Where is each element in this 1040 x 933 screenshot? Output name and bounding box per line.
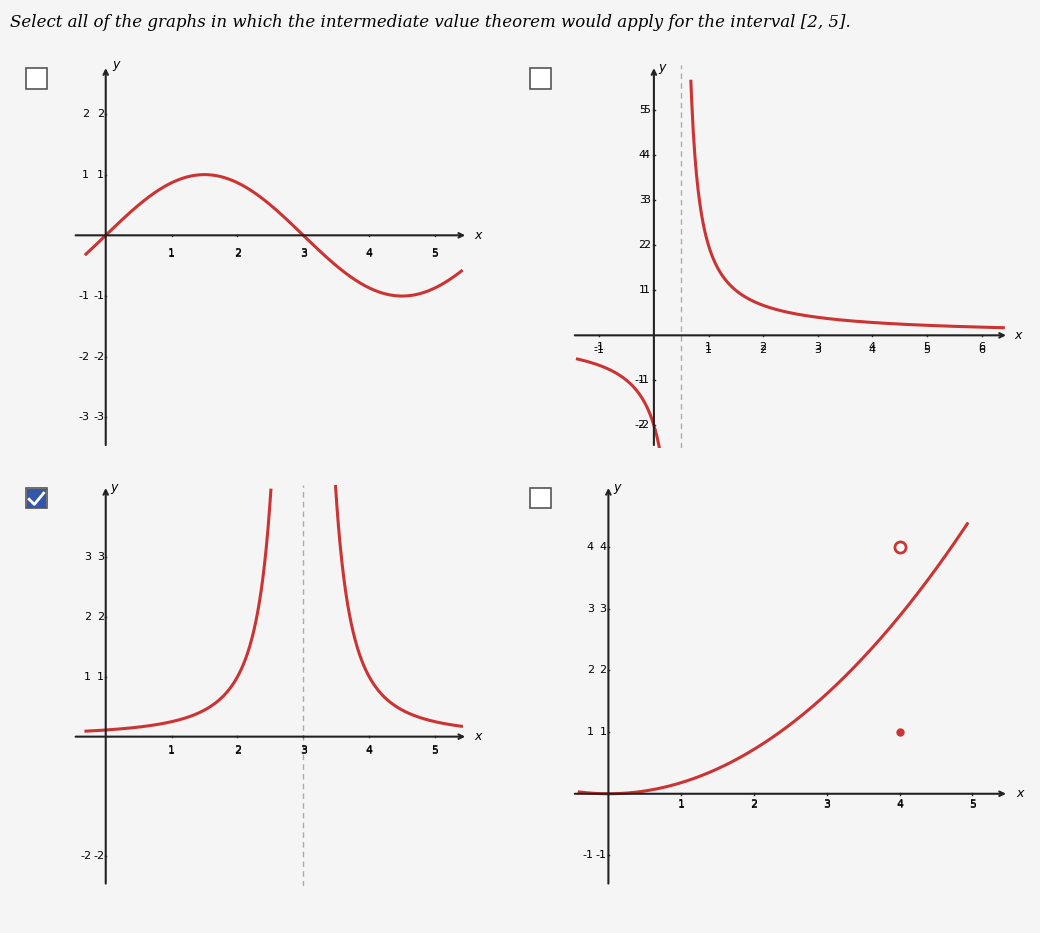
Text: 5: 5 — [432, 745, 439, 756]
Text: 2: 2 — [84, 612, 92, 622]
Text: x: x — [474, 731, 482, 744]
Text: 4: 4 — [366, 745, 372, 755]
Text: Select all of the graphs in which the intermediate value theorem would apply for: Select all of the graphs in which the in… — [10, 14, 851, 31]
Text: -1: -1 — [78, 291, 89, 301]
Text: 3: 3 — [587, 604, 594, 614]
Text: 5: 5 — [969, 800, 976, 809]
Text: 2: 2 — [643, 241, 650, 250]
Text: 3: 3 — [600, 604, 606, 614]
Text: 4: 4 — [366, 249, 372, 258]
Text: 2: 2 — [234, 745, 241, 756]
Text: 5: 5 — [432, 249, 439, 258]
Text: 2: 2 — [751, 800, 757, 810]
Text: 1: 1 — [587, 727, 594, 737]
Text: 1: 1 — [168, 249, 175, 258]
Text: 1: 1 — [168, 248, 175, 258]
Text: 6: 6 — [978, 342, 985, 352]
Text: 5: 5 — [432, 745, 439, 755]
Text: 4: 4 — [643, 150, 650, 160]
Text: 4: 4 — [868, 342, 876, 352]
Text: 3: 3 — [639, 195, 646, 205]
Text: 1: 1 — [639, 285, 646, 296]
Text: 4: 4 — [366, 248, 372, 258]
Text: -3: -3 — [78, 412, 89, 423]
Text: 5: 5 — [924, 345, 931, 355]
Text: -2: -2 — [634, 421, 646, 430]
Text: -1: -1 — [582, 851, 594, 860]
Text: -3: -3 — [94, 412, 104, 423]
Text: 1: 1 — [643, 285, 650, 296]
Text: 1: 1 — [97, 170, 104, 180]
Text: 5: 5 — [432, 248, 439, 258]
Text: -2: -2 — [93, 352, 104, 362]
Text: 2: 2 — [97, 612, 104, 622]
Text: x: x — [474, 229, 482, 242]
Text: x: x — [1014, 328, 1021, 341]
Text: 1: 1 — [168, 745, 175, 755]
Text: 5: 5 — [643, 105, 650, 116]
Text: 3: 3 — [300, 248, 307, 258]
Text: 4: 4 — [599, 542, 606, 552]
Text: -1: -1 — [94, 291, 104, 301]
Text: 3: 3 — [643, 195, 650, 205]
Text: 3: 3 — [824, 800, 830, 809]
Text: y: y — [614, 481, 621, 494]
Text: 5: 5 — [969, 800, 976, 810]
Text: 2: 2 — [97, 109, 104, 118]
Text: 6: 6 — [978, 345, 985, 355]
Text: 3: 3 — [824, 800, 830, 810]
Text: -2: -2 — [639, 421, 650, 430]
Text: 3: 3 — [84, 552, 92, 562]
Text: 2: 2 — [234, 248, 241, 258]
Text: -1: -1 — [596, 851, 606, 860]
Text: 4: 4 — [868, 345, 876, 355]
Text: -2: -2 — [80, 852, 92, 861]
Text: y: y — [110, 481, 118, 494]
Text: 4: 4 — [896, 800, 903, 810]
Text: 2: 2 — [587, 665, 594, 675]
Text: 1: 1 — [168, 745, 175, 756]
Text: 4: 4 — [896, 800, 903, 809]
Text: 1: 1 — [600, 727, 606, 737]
Text: 5: 5 — [924, 342, 931, 352]
Text: 1: 1 — [678, 800, 684, 810]
Text: 2: 2 — [759, 345, 766, 355]
Text: 2: 2 — [751, 800, 757, 809]
Text: -1: -1 — [594, 342, 605, 352]
Text: -1: -1 — [634, 375, 646, 385]
Text: 3: 3 — [300, 745, 307, 756]
Text: 3: 3 — [814, 345, 822, 355]
Text: y: y — [112, 59, 120, 72]
Text: x: x — [1016, 787, 1023, 801]
Text: -1: -1 — [594, 345, 605, 355]
Text: 1: 1 — [705, 345, 712, 355]
Text: 2: 2 — [234, 249, 241, 258]
Text: 1: 1 — [97, 672, 104, 682]
Text: 2: 2 — [82, 109, 89, 118]
Text: -2: -2 — [78, 352, 89, 362]
Text: 4: 4 — [639, 150, 646, 160]
Text: y: y — [658, 62, 666, 75]
Text: 5: 5 — [639, 105, 646, 116]
Text: 2: 2 — [639, 241, 646, 250]
Text: 2: 2 — [234, 745, 241, 755]
Text: 4: 4 — [366, 745, 372, 756]
Text: 1: 1 — [678, 800, 684, 809]
Text: 3: 3 — [814, 342, 822, 352]
Text: 1: 1 — [82, 170, 89, 180]
Text: 4: 4 — [587, 542, 594, 552]
Text: 1: 1 — [705, 342, 712, 352]
Text: 2: 2 — [759, 342, 766, 352]
Text: -2: -2 — [93, 852, 104, 861]
Text: -1: -1 — [639, 375, 650, 385]
Text: 3: 3 — [97, 552, 104, 562]
Text: 2: 2 — [599, 665, 606, 675]
Text: 3: 3 — [300, 249, 307, 258]
Text: 3: 3 — [300, 745, 307, 755]
Text: 1: 1 — [84, 672, 92, 682]
